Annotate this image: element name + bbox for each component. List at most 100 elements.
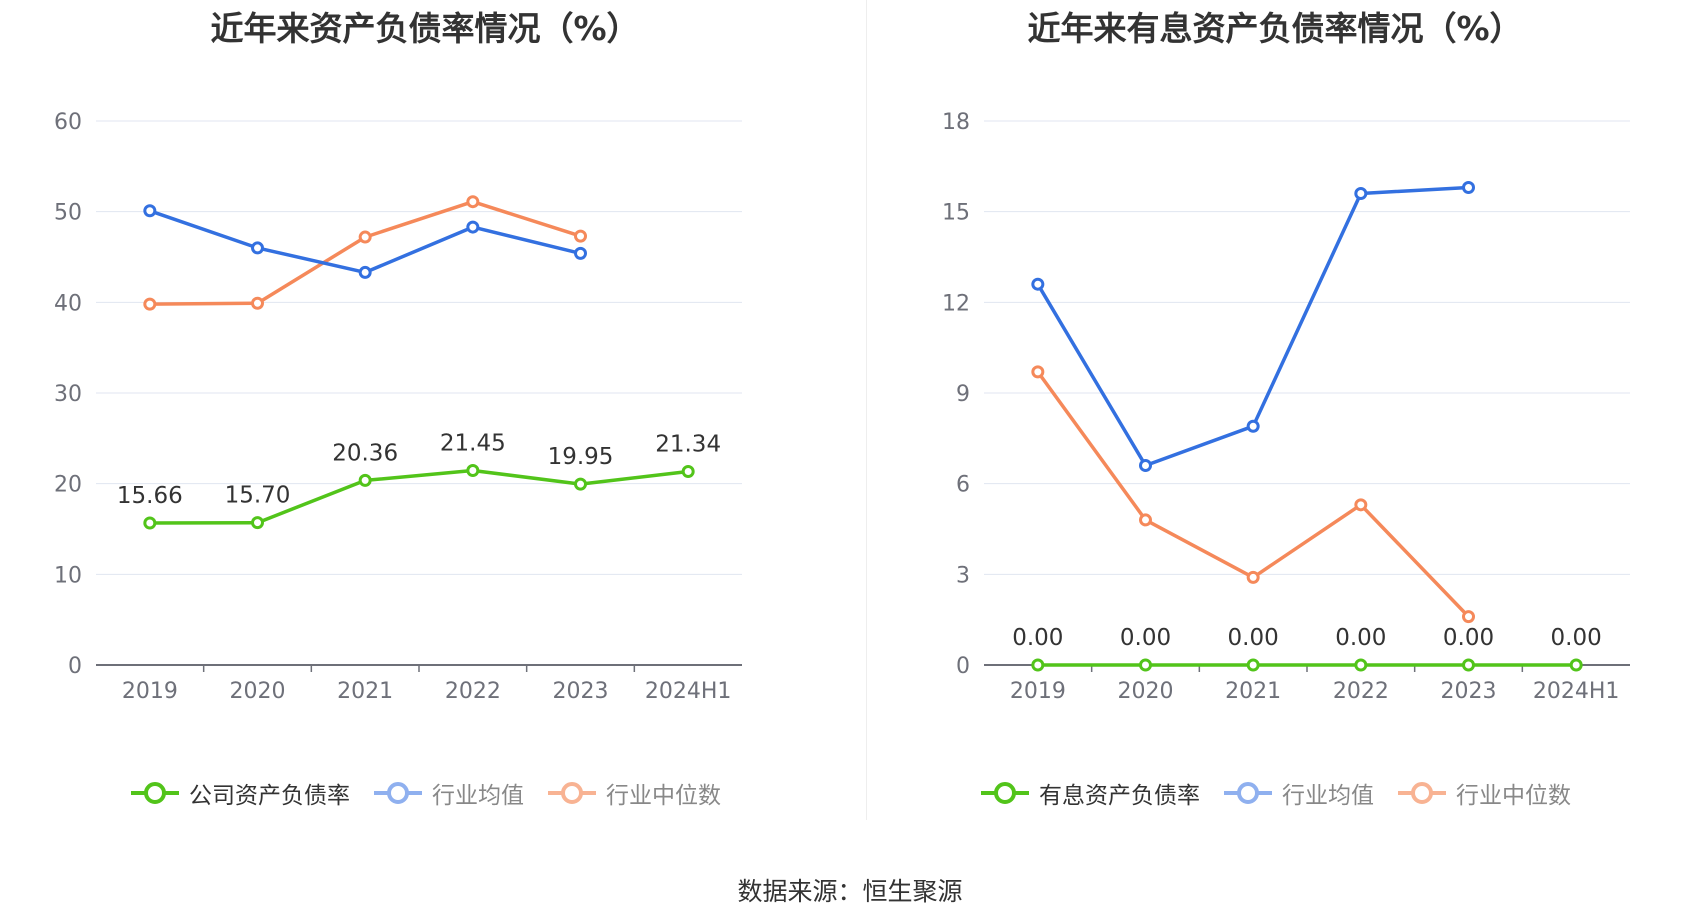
data-point: [1139, 658, 1152, 672]
data-point: [143, 204, 157, 218]
y-tick-label: 30: [54, 382, 82, 407]
legend-line-marker-icon: [981, 782, 1029, 804]
data-point: [1354, 187, 1368, 201]
legend-item-industry-median[interactable]: 行业中位数: [546, 776, 721, 810]
data-label: 0.00: [1012, 625, 1063, 651]
legend-label: 行业均值: [1282, 783, 1374, 809]
y-tick-label: 10: [54, 563, 82, 588]
legend-label: 行业均值: [432, 783, 524, 809]
chart-legend: 有息资产负债率 行业均值 行业中位数: [850, 776, 1700, 810]
y-tick-label: 60: [54, 110, 82, 135]
x-tick-label: 2024H1: [1533, 679, 1620, 700]
data-point: [1139, 513, 1152, 527]
x-tick-label: 2019: [122, 679, 178, 700]
legend-label: 公司资产负债率: [189, 783, 350, 809]
legend-item-company[interactable]: 有息资产负债率: [979, 776, 1200, 810]
x-tick-label: 2021: [1225, 679, 1281, 700]
y-tick-label: 50: [54, 201, 82, 226]
data-label: 19.95: [548, 444, 614, 470]
x-tick-label: 2020: [230, 679, 286, 700]
data-point: [1031, 365, 1045, 379]
data-label: 0.00: [1443, 625, 1494, 651]
data-label: 15.66: [117, 483, 183, 509]
x-tick-label: 2020: [1118, 679, 1174, 700]
data-label: 21.45: [440, 431, 506, 457]
legend-label: 有息资产负债率: [1039, 783, 1200, 809]
x-tick-label: 2022: [445, 679, 501, 700]
legend-item-industry-average[interactable]: 行业均值: [372, 776, 524, 810]
data-label: 0.00: [1120, 625, 1171, 651]
chart-plot-area: 0 3 6 9 12 15 18 2019 2020 2021 2022 2023 2024H1 0.00…: [942, 110, 1630, 700]
data-point: [1462, 658, 1475, 672]
data-point: [251, 241, 264, 255]
data-point: [1246, 419, 1260, 433]
chart-title: 近年来资产负债率情况（%）: [210, 9, 640, 48]
legend-label: 行业中位数: [606, 783, 721, 809]
data-point: [466, 220, 480, 234]
legend-item-industry-average[interactable]: 行业均值: [1222, 776, 1374, 810]
legend-line-marker-icon: [374, 782, 422, 804]
data-point: [1246, 658, 1260, 672]
panel-divider: [866, 0, 867, 820]
legend-item-industry-median[interactable]: 行业中位数: [1396, 776, 1571, 810]
y-tick-label: 3: [956, 563, 970, 588]
data-point: [574, 229, 587, 243]
data-point: [1354, 658, 1368, 672]
x-tick-label: 2019: [1010, 679, 1066, 700]
x-tick-label: 2024H1: [645, 679, 732, 700]
data-label: 20.36: [332, 440, 398, 466]
data-point: [1462, 180, 1475, 194]
data-point: [358, 473, 372, 487]
data-point: [1462, 610, 1475, 624]
legend-line-marker-icon: [1224, 782, 1272, 804]
data-point: [1031, 277, 1045, 291]
y-tick-label: 9: [956, 382, 970, 407]
chart-title: 近年来有息资产负债率情况（%）: [1027, 9, 1523, 48]
legend-line-marker-icon: [1398, 782, 1446, 804]
y-tick-label: 12: [942, 291, 970, 316]
data-label: 15.70: [225, 483, 291, 509]
chart-interest-bearing-ratio: 近年来有息资产负债率情况（%） 0 3 6 9 12 15 18 2019 2020 2021 20…: [850, 0, 1700, 820]
x-tick-label: 2021: [337, 679, 393, 700]
chart-asset-liability-ratio: 近年来资产负债率情况（%） 0 10 20 30 40 50 60 2019 2020 2021 2…: [0, 0, 850, 820]
x-tick-label: 2023: [1441, 679, 1497, 700]
data-point: [466, 464, 480, 478]
y-tick-label: 18: [942, 110, 970, 135]
series-line-2: [149, 199, 582, 306]
data-label: 0.00: [1335, 625, 1386, 651]
data-label: 0.00: [1551, 625, 1602, 651]
data-point: [1031, 658, 1045, 672]
data-point: [251, 516, 264, 530]
series-line-0: [149, 468, 689, 525]
data-label: 0.00: [1228, 625, 1279, 651]
data-point: [1569, 658, 1583, 672]
data-point: [1354, 498, 1368, 512]
legend-line-marker-icon: [131, 782, 179, 804]
data-point: [466, 195, 480, 209]
legend-item-company[interactable]: 公司资产负债率: [129, 776, 350, 810]
y-tick-label: 0: [68, 654, 82, 679]
x-tick-label: 2023: [553, 679, 609, 700]
data-point: [681, 465, 695, 479]
y-tick-label: 0: [956, 654, 970, 679]
data-point: [143, 297, 157, 311]
y-tick-label: 40: [54, 291, 82, 316]
data-point: [143, 516, 157, 530]
data-point: [574, 477, 587, 491]
x-tick-label: 2022: [1333, 679, 1389, 700]
y-tick-label: 15: [942, 201, 970, 226]
data-source-note: 数据来源：恒生聚源: [737, 877, 963, 906]
data-point: [574, 246, 587, 260]
y-tick-label: 20: [54, 473, 82, 498]
data-label: 21.34: [655, 432, 721, 458]
legend-line-marker-icon: [548, 782, 596, 804]
y-tick-label: 6: [956, 473, 970, 498]
data-point: [358, 265, 372, 279]
data-point: [1139, 459, 1152, 473]
chart-legend: 公司资产负债率 行业均值 行业中位数: [0, 776, 850, 810]
data-point: [358, 230, 372, 244]
data-point: [1246, 570, 1260, 584]
chart-plot-area: 0 10 20 30 40 50 60 2019 2020 2021 2022 2023 2024H1 1…: [54, 110, 742, 700]
data-point: [251, 296, 264, 310]
legend-label: 行业中位数: [1456, 783, 1571, 809]
